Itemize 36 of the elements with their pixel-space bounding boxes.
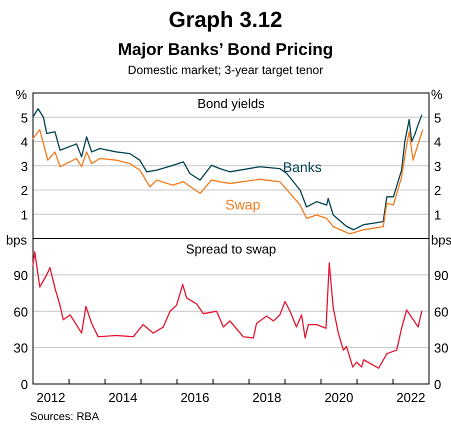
x-tick-label: 2020 — [324, 390, 354, 405]
y-tick-label: 4 — [20, 134, 28, 150]
y-tick-label: 2 — [20, 183, 28, 198]
y-tick-label: 0 — [20, 377, 28, 392]
y2-tick-label: 30 — [434, 340, 448, 356]
y2-tick-label: 4 — [434, 134, 442, 150]
y-tick-label: 1 — [20, 207, 28, 222]
x-tick-label: 2012 — [36, 390, 66, 405]
y2-tick-label: 0 — [434, 377, 442, 392]
y2-tick-label: 90 — [434, 268, 448, 283]
x-tick-label: 2018 — [252, 390, 282, 405]
y2-tick-label: 3 — [434, 158, 442, 174]
y2-axis-title: % — [431, 87, 443, 102]
y-tick-label: 5 — [20, 110, 28, 126]
y2-tick-label: 2 — [434, 183, 442, 198]
x-tick-label: 2022 — [396, 390, 426, 405]
chart-title: Bond yields — [197, 96, 266, 111]
y2-tick-label: 1 — [434, 207, 442, 222]
series-label: Swap — [225, 196, 261, 212]
y-axis-title: bps — [6, 232, 28, 248]
y-tick-label: 3 — [20, 158, 28, 174]
series-label: Banks — [282, 159, 322, 176]
x-tick-label: 2016 — [180, 390, 210, 405]
y-tick-label: 90 — [14, 268, 28, 283]
y-tick-label: 30 — [14, 340, 28, 356]
y-tick-label: 60 — [14, 304, 28, 320]
text: Domestic market; 3-year target tenor — [128, 63, 324, 77]
y-axis-title: % — [15, 87, 28, 102]
caption: Graph 3.12 — [168, 7, 282, 32]
y2-tick-label: 60 — [434, 304, 448, 320]
chart-title: Spread to swap — [186, 242, 276, 256]
y2-tick-label: 5 — [434, 110, 442, 126]
x-tick-label: 2014 — [108, 390, 138, 405]
text: Major Banks’ Bond Pricing — [118, 40, 334, 59]
line-series — [32, 128, 424, 235]
source-note: Sources: RBA — [30, 411, 100, 423]
